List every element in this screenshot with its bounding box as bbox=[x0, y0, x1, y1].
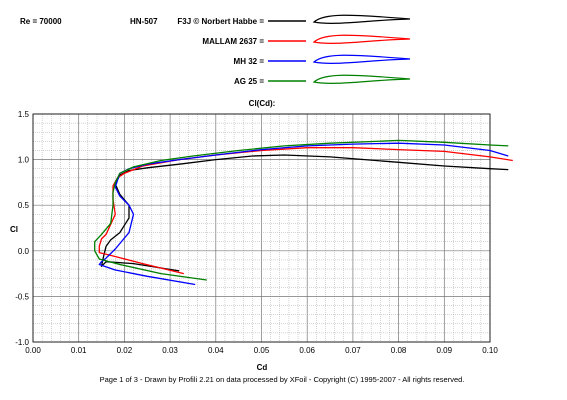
tick-labels: 0.00 0.01 0.02 0.03 0.04 0.05 0.06 0.07 0.08 0.09… bbox=[15, 110, 498, 355]
airfoil-shape-icon bbox=[312, 14, 411, 24]
legend-label: MALLAM 2637 = bbox=[202, 37, 264, 46]
plot-frame bbox=[32, 113, 491, 343]
chart-grid bbox=[32, 113, 491, 343]
x-tick-label: 0.05 bbox=[254, 346, 270, 355]
legend: F3J © Norbert Habbe = MALLAM 2637 = MH 32 … bbox=[177, 14, 411, 86]
y-tick-label: 1.5 bbox=[18, 110, 30, 119]
x-tick-label: 0.04 bbox=[208, 346, 224, 355]
airfoil-shape-icon bbox=[312, 74, 411, 84]
x-tick-label: 0.09 bbox=[437, 346, 453, 355]
y-tick-label: 1.0 bbox=[18, 156, 30, 165]
y-tick-label: -1.0 bbox=[15, 338, 29, 347]
x-tick-label: 0.00 bbox=[25, 346, 41, 355]
x-axis-label: Cd bbox=[257, 363, 268, 372]
series-line-0 bbox=[100, 154, 509, 272]
reynolds-number: Re = 70000 bbox=[20, 17, 62, 26]
x-tick-label: 0.03 bbox=[162, 346, 178, 355]
y-tick-label: 0.0 bbox=[18, 247, 30, 256]
airfoil-shape-icon bbox=[312, 34, 411, 44]
x-tick-label: 0.07 bbox=[345, 346, 361, 355]
x-tick-label: 0.10 bbox=[482, 346, 498, 355]
series-line-2 bbox=[98, 142, 509, 286]
x-tick-label: 0.02 bbox=[117, 346, 133, 355]
legend-label: MH 32 = bbox=[234, 57, 265, 66]
chart-title: Cl(Cd): bbox=[249, 99, 276, 108]
y-axis-label: Cl bbox=[10, 225, 18, 234]
series-line-3 bbox=[94, 139, 509, 281]
airfoil-shape-icon bbox=[312, 54, 411, 64]
x-tick-label: 0.01 bbox=[71, 346, 87, 355]
series-layer bbox=[94, 139, 513, 286]
series-line-1 bbox=[98, 147, 513, 275]
footer-text: Page 1 of 3 - Drawn by Profili 2.21 on d… bbox=[100, 375, 465, 384]
legend-label: AG 25 = bbox=[234, 77, 264, 86]
y-tick-label: 0.5 bbox=[18, 201, 30, 210]
y-tick-label: -0.5 bbox=[15, 292, 29, 301]
x-tick-label: 0.08 bbox=[391, 346, 407, 355]
comparison-airfoil: HN-507 bbox=[130, 17, 158, 26]
x-tick-label: 0.06 bbox=[299, 346, 315, 355]
legend-label: F3J © Norbert Habbe = bbox=[177, 17, 264, 26]
